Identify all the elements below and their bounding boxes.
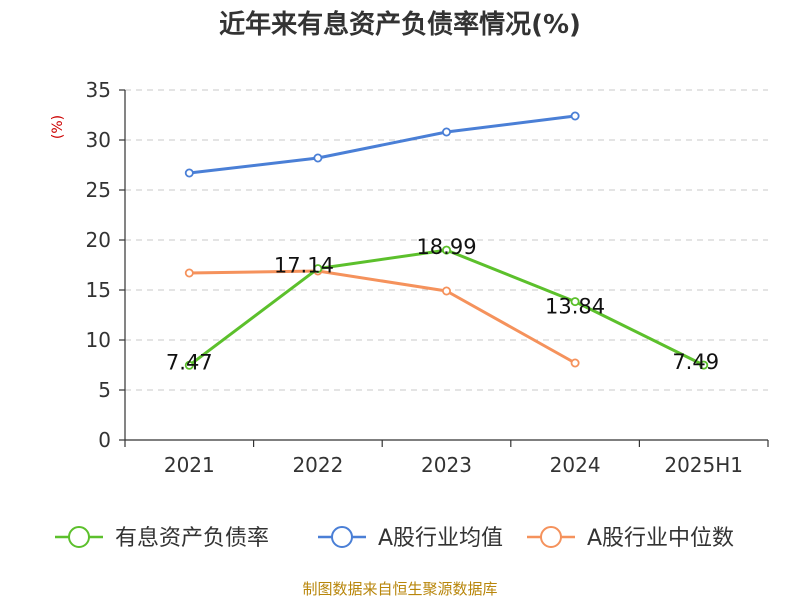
series-lines — [184, 111, 709, 370]
legend: 有息资产负债率 A股行业均值 A股行业中位数 — [55, 526, 734, 551]
data-point — [570, 358, 580, 368]
legend-swatch-marker — [540, 526, 562, 548]
data-labels: 7.47 17.14 18.99 13.84 7.49 — [166, 235, 719, 374]
x-tick-label: 2025H1 — [664, 453, 743, 477]
series-0 — [184, 245, 709, 370]
data-point — [184, 268, 194, 278]
y-tick-label: 25 — [86, 178, 111, 202]
data-point — [441, 245, 451, 255]
y-tick-label: 10 — [86, 328, 111, 352]
series-2 — [184, 266, 580, 368]
y-tick-label: 30 — [86, 128, 111, 152]
x-tick-label: 2021 — [164, 453, 215, 477]
data-point — [313, 153, 323, 163]
y-axis-unit: (%) — [50, 115, 66, 139]
legend-label: A股行业均值 — [378, 526, 503, 551]
y-tick-label: 5 — [98, 378, 111, 402]
x-tick-label: 2024 — [550, 453, 601, 477]
legend-swatch-marker — [68, 526, 90, 548]
legend-item[interactable]: A股行业均值 — [318, 526, 503, 551]
data-point — [184, 168, 194, 178]
data-label: 7.47 — [166, 350, 213, 374]
source-note: 制图数据来自恒生聚源数据库 — [302, 580, 497, 598]
y-tick-label: 35 — [86, 78, 111, 102]
data-label: 7.49 — [672, 350, 719, 374]
y-tick-label: 0 — [98, 428, 111, 452]
data-point — [441, 286, 451, 296]
data-point — [441, 127, 451, 137]
y-tick-label: 15 — [86, 278, 111, 302]
data-point — [184, 360, 194, 370]
data-label: 18.99 — [416, 235, 476, 259]
data-point — [570, 297, 580, 307]
legend-label: 有息资产负债率 — [115, 526, 269, 551]
data-point — [699, 360, 709, 370]
data-point — [570, 111, 580, 121]
x-tick-label: 2023 — [421, 453, 472, 477]
chart-title: 近年来有息资产负债率情况(%) — [219, 9, 581, 40]
legend-label: A股行业中位数 — [587, 526, 734, 551]
legend-swatch-marker — [331, 526, 353, 548]
axes: 0 5 10 15 20 25 30 35 2021 2022 2023 2024 2025H1 — [86, 78, 769, 477]
series-line — [189, 269, 576, 365]
series-line — [188, 248, 705, 367]
legend-item[interactable]: A股行业中位数 — [527, 526, 734, 551]
data-label: 13.84 — [545, 295, 605, 319]
data-label: 17.14 — [274, 254, 334, 278]
series-line — [189, 114, 576, 175]
series-1 — [184, 111, 580, 178]
x-tick-label: 2022 — [292, 453, 343, 477]
legend-item[interactable]: 有息资产负债率 — [55, 526, 269, 551]
y-tick-label: 20 — [86, 228, 111, 252]
data-point — [313, 264, 323, 274]
